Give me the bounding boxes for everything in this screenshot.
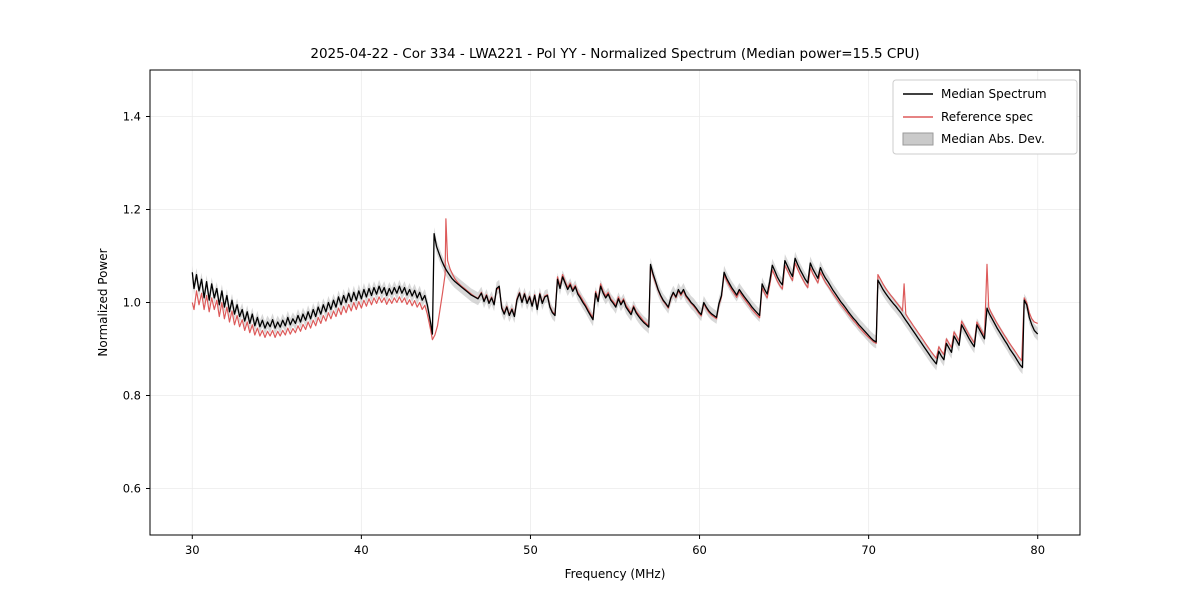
y-tick-label: 1.0 xyxy=(123,296,141,310)
y-tick-label: 1.2 xyxy=(123,203,141,217)
data-layer xyxy=(191,218,1039,375)
legend-box xyxy=(892,79,1078,155)
y-tick-label: 0.6 xyxy=(123,482,141,496)
x-tick-label: 70 xyxy=(861,543,876,557)
x-tick-label: 40 xyxy=(354,543,369,557)
axis-ticks: 30 40 50 60 70 80 0.6 0.8 1.0 1.2 1.4 xyxy=(123,110,1045,558)
legend-label-mad: Median Abs. Dev. xyxy=(941,132,1045,146)
mad-band-swatch xyxy=(902,132,934,146)
y-tick-label: 0.8 xyxy=(123,389,141,403)
x-tick-label: 60 xyxy=(692,543,707,557)
x-tick-label: 50 xyxy=(523,543,538,557)
mad-band xyxy=(192,227,1038,375)
legend: Median Spectrum Reference spec Median Ab… xyxy=(892,79,1078,155)
reference-spec-line xyxy=(191,218,1038,362)
x-tick-label: 30 xyxy=(185,543,200,557)
legend-label-reference: Reference spec xyxy=(941,110,1033,124)
x-axis-label: Frequency (MHz) xyxy=(565,567,666,581)
x-tick-label: 80 xyxy=(1030,543,1045,557)
chart-title: 2025-04-22 - Cor 334 - LWA221 - Pol YY -… xyxy=(310,46,919,62)
legend-label-median: Median Spectrum xyxy=(941,87,1047,101)
median-spectrum-line xyxy=(191,233,1039,369)
y-tick-label: 1.4 xyxy=(123,110,141,124)
y-axis-label: Normalized Power xyxy=(96,248,110,356)
